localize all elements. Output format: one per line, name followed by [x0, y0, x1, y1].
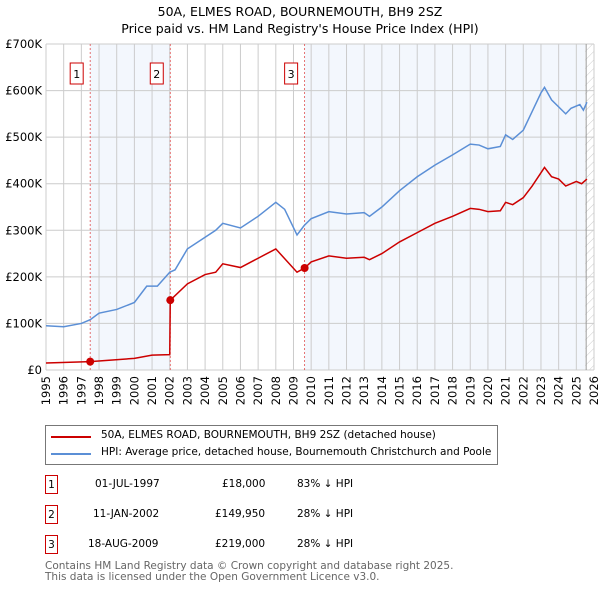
x-tick-label: 2018	[446, 376, 460, 405]
x-tick-label: 2010	[304, 376, 318, 405]
x-tick-label: 2016	[410, 376, 424, 405]
price: £219,000	[215, 538, 266, 550]
legend-swatch-red	[51, 436, 91, 438]
x-tick-label: 2013	[357, 376, 371, 405]
x-tick-label: 2008	[269, 376, 283, 405]
footer: Contains HM Land Registry data © Crown c…	[45, 561, 453, 583]
forecast-hatch	[585, 44, 594, 370]
sale-label: 1	[73, 68, 80, 81]
y-tick-label: £100K	[5, 316, 42, 330]
legend: 50A, ELMES ROAD, BOURNEMOUTH, BH9 2SZ (d…	[45, 425, 498, 465]
series-line	[45, 166, 588, 364]
sale-label: 2	[153, 68, 160, 81]
x-tick-label: 2001	[145, 376, 159, 405]
x-tick-label: 2022	[516, 376, 530, 405]
x-tick-label: 1997	[74, 376, 88, 405]
sale-point	[300, 264, 309, 273]
legend-label-hpi: HPI: Average price, detached house, Bour…	[101, 446, 492, 458]
x-tick-label: 2002	[163, 376, 177, 405]
x-tick-label: 2019	[463, 376, 477, 405]
x-tick-label: 1999	[110, 376, 124, 405]
chart-subtitle: Price paid vs. HM Land Registry's House …	[121, 21, 479, 36]
sale-label-box	[284, 62, 299, 85]
sale-label-box	[149, 62, 164, 85]
transaction-row: 3 18-AUG-2009 £219,000 28% ↓ HPI	[45, 535, 445, 555]
x-tick-label: 2000	[127, 376, 141, 405]
x-tick-label: 2017	[428, 376, 442, 405]
y-tick-label: £600K	[5, 84, 42, 98]
transaction-row: 2 11-JAN-2002 £149,950 28% ↓ HPI	[45, 505, 445, 525]
x-tick-label: 2006	[233, 376, 247, 405]
x-tick-label: 2026	[587, 376, 600, 405]
x-tick-label: 2009	[286, 376, 300, 405]
legend-label-property: 50A, ELMES ROAD, BOURNEMOUTH, BH9 2SZ (d…	[101, 429, 436, 441]
transaction-row: 1 01-JUL-1997 £18,000 83% ↓ HPI	[45, 475, 445, 495]
y-tick-label: £0	[27, 363, 42, 377]
sale-point	[166, 296, 175, 305]
x-tick-label: 2011	[322, 376, 336, 405]
x-tick-label: 2025	[569, 376, 583, 405]
marker-badge: 1	[45, 475, 58, 494]
x-tick-label: 2020	[481, 376, 495, 405]
series-line	[45, 85, 588, 328]
sale-point	[86, 357, 95, 366]
sale-label-box	[69, 62, 84, 85]
x-tick-label: 1996	[57, 376, 71, 405]
hpi-diff: 83% ↓ HPI	[297, 478, 354, 490]
sale-label: 3	[288, 68, 295, 81]
x-tick-label: 2023	[534, 376, 548, 405]
x-tick-label: 2004	[198, 376, 212, 405]
x-tick-label: 1995	[39, 376, 53, 405]
x-tick-label: 2003	[180, 376, 194, 405]
marker-badge: 2	[45, 505, 58, 524]
chart: 1995 1996 1997 1998 1999 2000 2001 2002 2003 2004…	[5, 37, 600, 405]
footer-line: Contains HM Land Registry data © Crown c…	[45, 560, 454, 572]
x-tick-label: 2015	[393, 376, 407, 405]
x-tick-label: 2024	[552, 376, 566, 405]
price: £18,000	[222, 478, 266, 490]
x-tick-label: 2007	[251, 376, 265, 405]
x-tick-label: 2014	[375, 376, 389, 405]
marker-badge: 3	[45, 535, 58, 554]
chart-title: 50A, ELMES ROAD, BOURNEMOUTH, BH9 2SZ	[157, 4, 443, 19]
x-tick-label: 2005	[216, 376, 230, 405]
x-tick-label: 1998	[92, 376, 106, 405]
x-tick-label: 2021	[499, 376, 513, 405]
date: 11-JAN-2002	[93, 508, 160, 520]
hpi-diff: 28% ↓ HPI	[297, 508, 354, 520]
y-tick-label: £500K	[5, 130, 42, 144]
hpi-diff: 28% ↓ HPI	[297, 538, 354, 550]
date: 18-AUG-2009	[88, 538, 159, 550]
y-tick-label: £400K	[5, 177, 42, 191]
y-tick-label: £700K	[5, 37, 42, 51]
date: 01-JUL-1997	[95, 478, 160, 490]
y-tick-label: £300K	[5, 223, 42, 237]
legend-swatch-blue	[51, 453, 91, 455]
footer-line: This data is licensed under the Open Gov…	[45, 571, 380, 583]
price: £149,950	[215, 508, 266, 520]
shaded-period	[90, 44, 171, 370]
x-tick-label: 2012	[340, 376, 354, 405]
y-tick-label: £200K	[5, 270, 42, 284]
